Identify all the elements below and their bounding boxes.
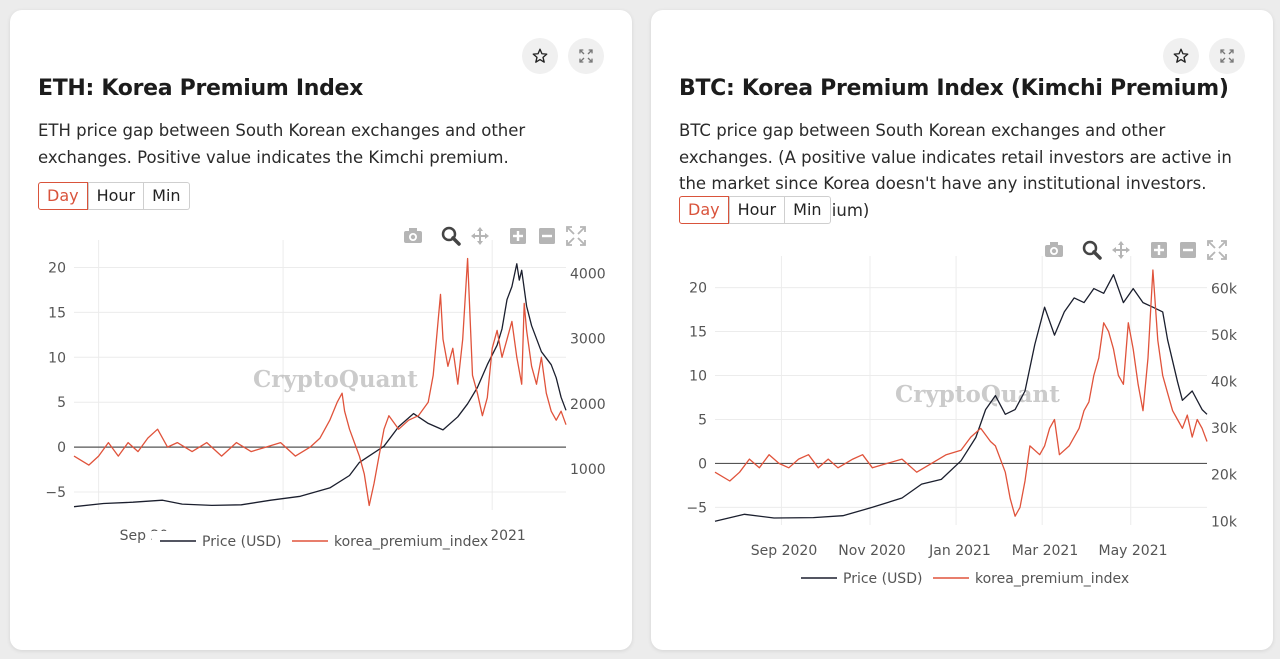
grid [715, 256, 1207, 525]
x-tick-label: 2021 [490, 528, 526, 544]
pan-icon[interactable] [1112, 241, 1130, 259]
eth-kpi-card: ETH: Korea Premium Index ETH price gap b… [10, 10, 632, 650]
btc-kpi-card: BTC: Korea Premium Index (Kimchi Premium… [651, 10, 1273, 650]
legend-label-kpi: korea_premium_index [975, 571, 1129, 587]
y-right-tick-label: 3000 [570, 332, 606, 348]
korea-premium-series-line [73, 257, 567, 507]
zoom-in-icon[interactable] [1151, 242, 1167, 258]
y-right-tick-label: 2000 [570, 397, 606, 413]
y-left-tick-label: 0 [57, 440, 66, 456]
chart-title: ETH: Korea Premium Index [38, 76, 364, 101]
modebar [404, 226, 586, 246]
range-selector: Day Hour Min [38, 182, 190, 210]
modebar [1045, 240, 1227, 260]
y-left-tick-label: 5 [698, 412, 707, 428]
x-tick-label: Mar 2021 [1012, 543, 1079, 559]
legend: Price (USD) korea_premium_index [793, 568, 1133, 590]
star-icon[interactable] [1163, 38, 1199, 74]
zoom-out-icon[interactable] [1180, 242, 1196, 258]
legend-label-price: Price (USD) [843, 571, 922, 587]
expand-icon[interactable] [568, 38, 604, 74]
y-left-tick-label: 0 [698, 456, 707, 472]
y-left-tick-label: 10 [48, 350, 66, 366]
btc-chart[interactable]: CryptoQuant −5 0 5 10 15 20 10k 20k 30k 40k 50k 60k S… [651, 225, 1273, 605]
y-right-tick-label: 10k [1211, 514, 1238, 530]
camera-icon[interactable] [1045, 242, 1063, 257]
zoom-icon[interactable] [441, 226, 461, 246]
price-series-line [714, 274, 1208, 522]
zoom-icon[interactable] [1082, 240, 1102, 260]
y-right-tick-label: 60k [1211, 282, 1238, 298]
card-actions [522, 38, 604, 74]
star-icon[interactable] [522, 38, 558, 74]
y-left-tick-label: 10 [689, 369, 707, 385]
watermark: CryptoQuant [895, 381, 1060, 408]
legend-label-kpi: korea_premium_index [334, 534, 488, 550]
range-day-button[interactable]: Day [679, 196, 729, 224]
x-tick-label: Jan 2021 [928, 543, 991, 559]
watermark: CryptoQuant [253, 366, 418, 393]
chart-title: BTC: Korea Premium Index (Kimchi Premium… [679, 76, 1229, 101]
y-left-tick-label: 20 [689, 281, 707, 297]
expand-icon[interactable] [1209, 38, 1245, 74]
zoom-out-icon[interactable] [539, 228, 555, 244]
y-left-tick-label: 5 [57, 395, 66, 411]
pan-icon[interactable] [471, 227, 489, 245]
zoom-in-icon[interactable] [510, 228, 526, 244]
chart-description: ETH price gap between South Korean excha… [38, 121, 526, 167]
range-day-button[interactable]: Day [38, 182, 88, 210]
y-left-tick-label: 15 [689, 325, 707, 341]
range-min-button[interactable]: Min [144, 182, 190, 210]
range-min-button[interactable]: Min [785, 196, 831, 224]
x-tick-label: Nov 2020 [838, 543, 905, 559]
y-right-tick-label: 30k [1211, 421, 1238, 437]
autoscale-icon[interactable] [566, 226, 586, 246]
grid [74, 240, 566, 510]
y-right-tick-label: 1000 [570, 462, 606, 478]
range-hour-button[interactable]: Hour [728, 196, 786, 224]
y-right-tick-label: 20k [1211, 468, 1238, 484]
legend-label-price: Price (USD) [202, 534, 281, 550]
y-left-tick-label: −5 [686, 500, 707, 516]
x-tick-label: Sep 2020 [751, 543, 817, 559]
y-left-tick-label: 15 [48, 305, 66, 321]
camera-icon[interactable] [404, 228, 422, 243]
korea-premium-series-line [714, 269, 1208, 517]
eth-chart[interactable]: CryptoQuant−5051015201000200030004000Sep… [10, 210, 632, 560]
y-left-tick-label: 20 [48, 260, 66, 276]
legend-bg [152, 531, 492, 553]
legend-bg [793, 568, 1133, 590]
y-right-tick-label: 4000 [570, 267, 606, 283]
range-hour-button[interactable]: Hour [87, 182, 145, 210]
price-series-line [73, 263, 567, 508]
y-right-tick-label: 50k [1211, 328, 1238, 344]
y-right-tick-label: 40k [1211, 375, 1238, 391]
legend: Price (USD) korea_premium_index [152, 531, 492, 553]
range-selector: Day Hour Min [679, 196, 831, 224]
autoscale-icon[interactable] [1207, 240, 1227, 260]
x-tick-label: May 2021 [1098, 543, 1167, 559]
card-actions [1163, 38, 1245, 74]
y-left-tick-label: −5 [45, 485, 66, 501]
